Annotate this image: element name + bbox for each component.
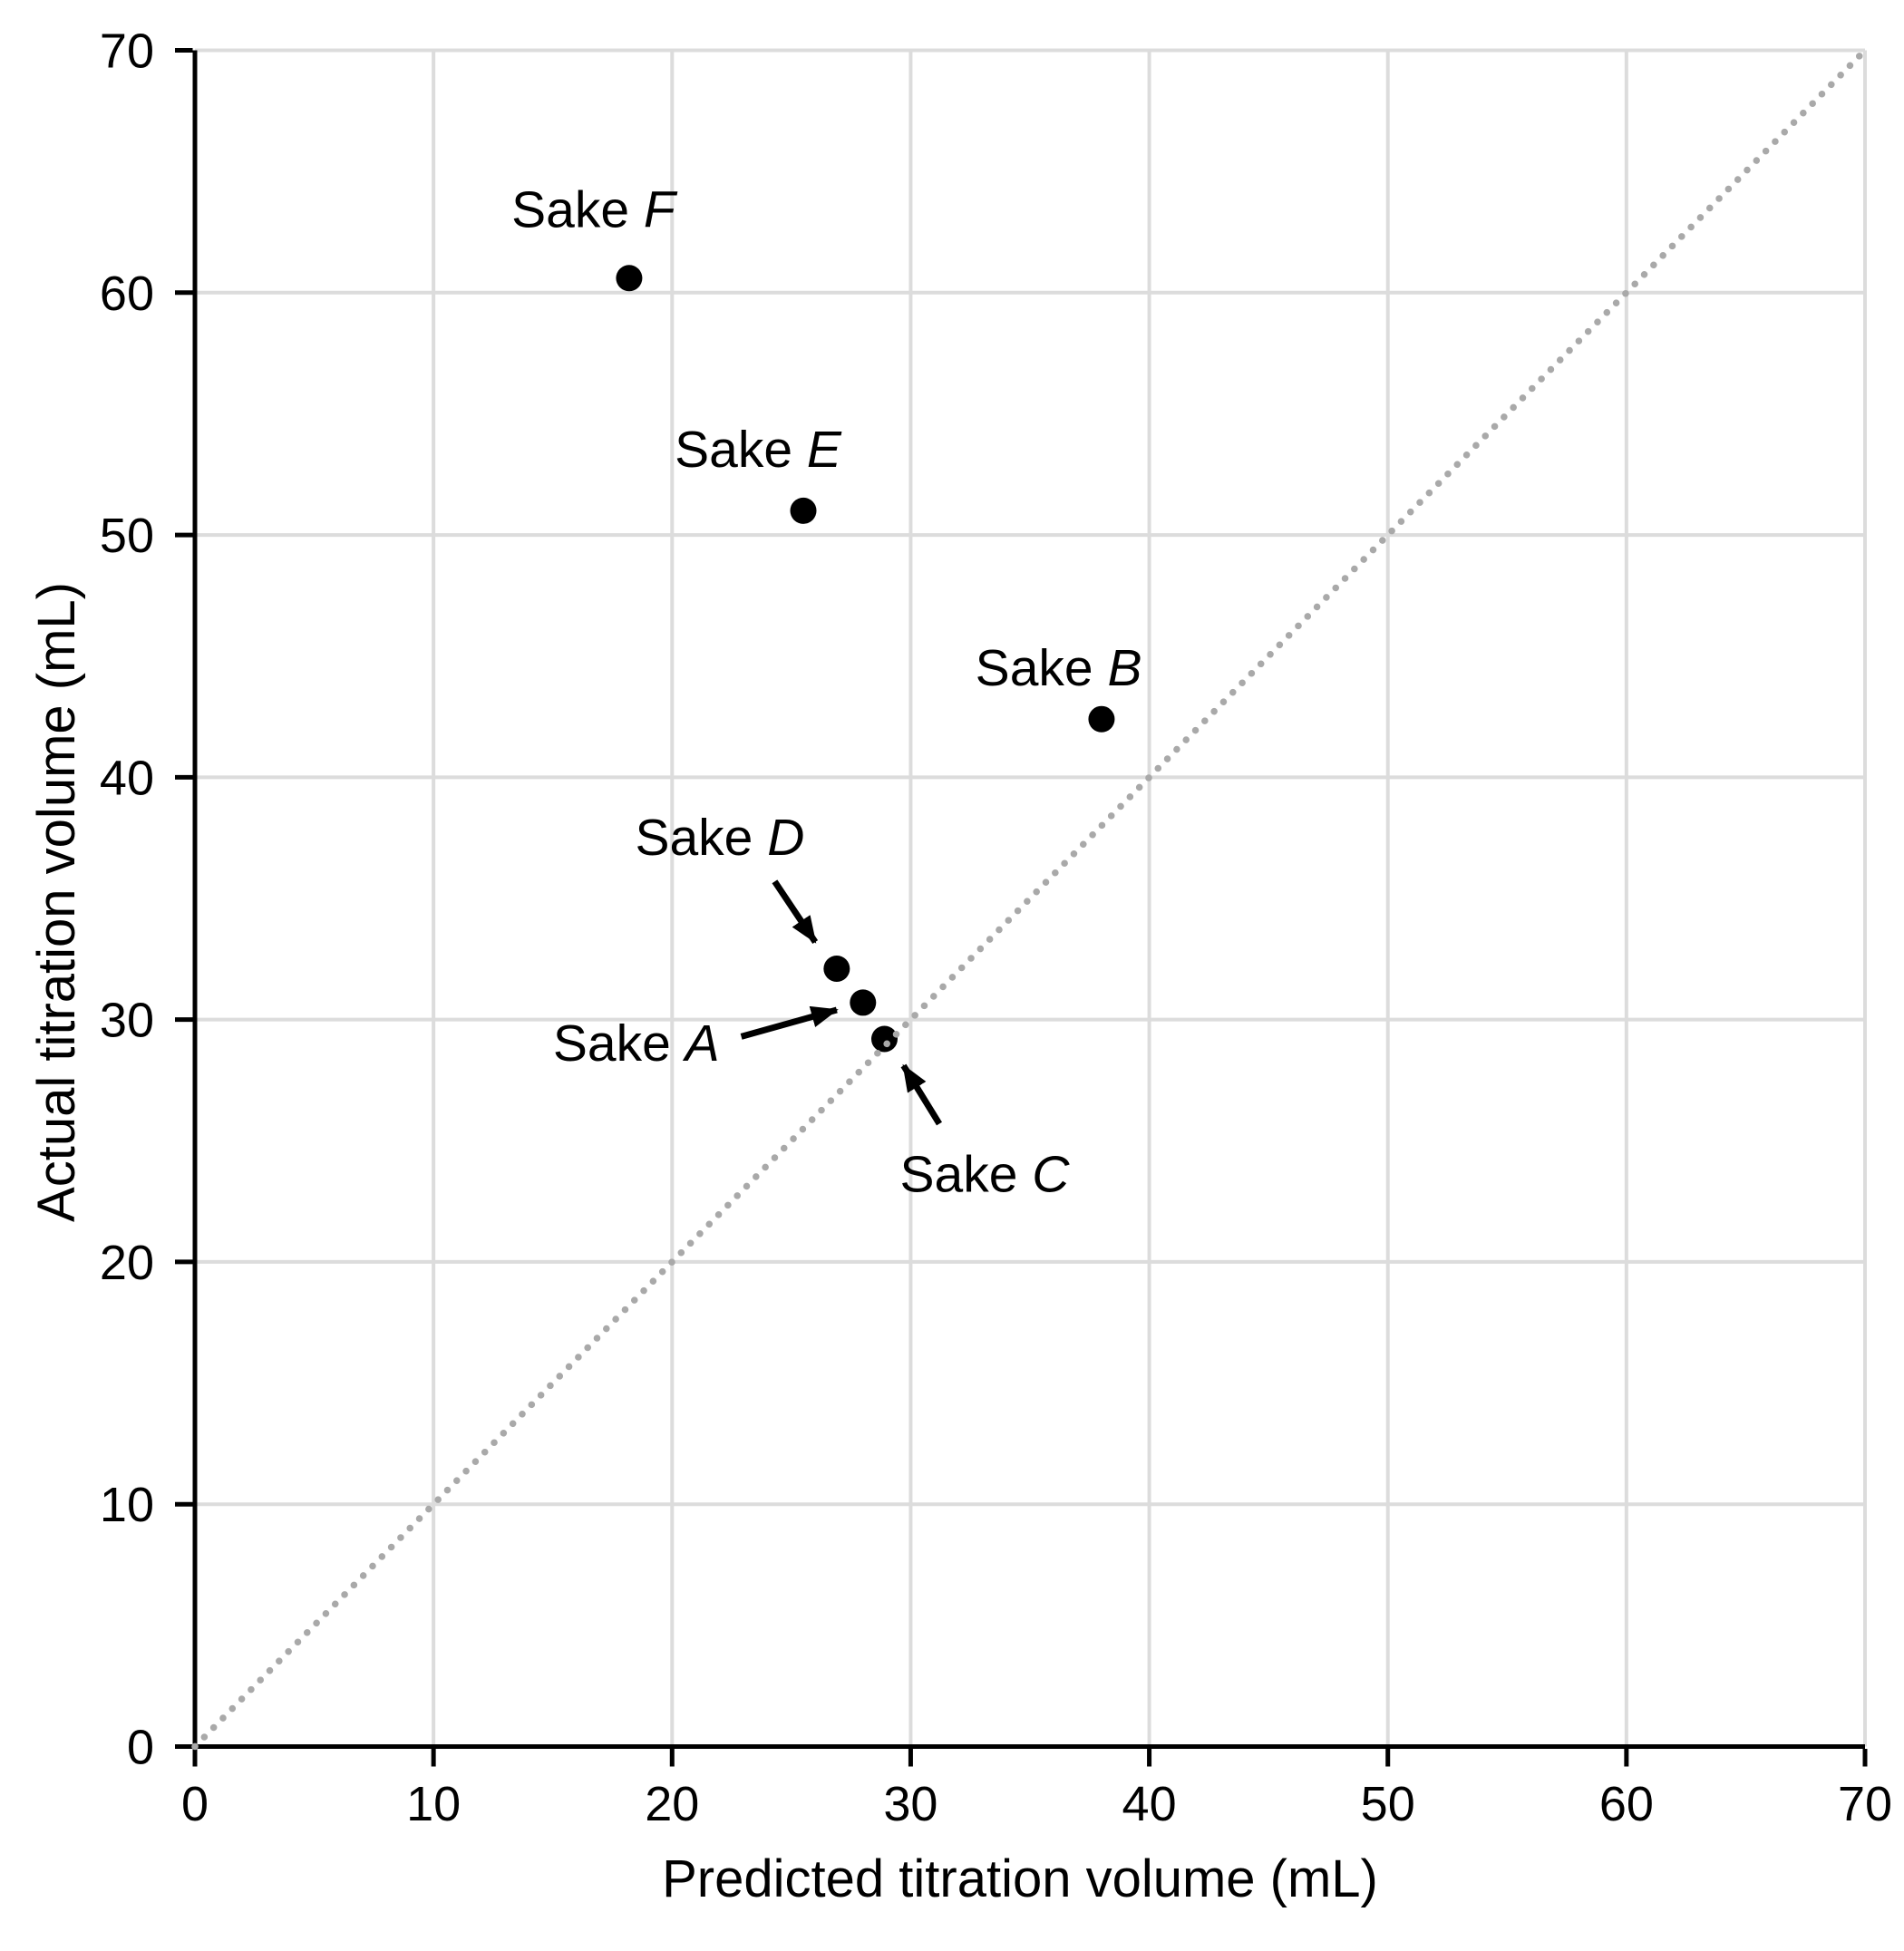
data-point-sake-e xyxy=(790,497,817,524)
x-tick-label-60: 60 xyxy=(1599,1777,1654,1831)
x-tick-label-30: 30 xyxy=(883,1777,937,1831)
gridlines xyxy=(195,48,1867,1747)
y-tick-label-70: 70 xyxy=(100,24,154,79)
data-point-sake-b xyxy=(1088,705,1115,733)
point-label-letter: A xyxy=(683,1014,720,1073)
x-tick-label-10: 10 xyxy=(406,1777,461,1831)
annotation-arrow-sake-d xyxy=(772,879,819,945)
identity-line xyxy=(191,46,1869,1751)
x-tick-label-0: 0 xyxy=(181,1777,209,1831)
point-label-letter: E xyxy=(807,421,842,479)
identity-line-group xyxy=(191,46,1869,1751)
y-tick-label-20: 20 xyxy=(100,1236,154,1290)
annotation-arrow-sake-c xyxy=(900,1063,942,1126)
point-label-letter: B xyxy=(1107,639,1141,697)
point-label-sake-d: Sake D xyxy=(635,809,804,867)
point-label-letter: F xyxy=(644,181,678,239)
y-tick-label-10: 10 xyxy=(100,1478,154,1532)
y-tick-label-30: 30 xyxy=(100,994,154,1048)
x-tick-label-20: 20 xyxy=(645,1777,699,1831)
point-label-sake-e: Sake E xyxy=(675,421,842,479)
x-tick-label-40: 40 xyxy=(1122,1777,1177,1831)
y-tick-label-40: 40 xyxy=(100,751,154,805)
annotations: Sake A Sake B Sake C Sake D Sake E Sake F xyxy=(511,181,1141,1204)
point-label-sake-c: Sake C xyxy=(900,1145,1071,1203)
point-label-letter: C xyxy=(1032,1145,1070,1203)
data-point-sake-a xyxy=(850,989,877,1016)
y-tick-label-60: 60 xyxy=(100,267,154,321)
y-axis-title: Actual titration volume (mL) xyxy=(27,582,86,1222)
axes xyxy=(175,48,1868,1767)
x-tick-label-50: 50 xyxy=(1361,1777,1415,1831)
point-label-sake-f: Sake F xyxy=(511,181,678,239)
y-tick-label-0: 0 xyxy=(127,1721,154,1775)
data-point-sake-c xyxy=(870,1025,898,1053)
data-points xyxy=(616,265,1115,1053)
x-tick-label-70: 70 xyxy=(1838,1777,1892,1831)
annotation-arrow-sake-a xyxy=(740,1005,839,1040)
y-tick-label-50: 50 xyxy=(100,509,154,563)
point-label-sake-b: Sake B xyxy=(976,639,1142,697)
data-point-sake-f xyxy=(616,265,643,292)
point-label-letter: D xyxy=(767,809,804,867)
x-axis-title: Predicted titration volume (mL) xyxy=(662,1849,1378,1908)
data-point-sake-d xyxy=(823,956,850,983)
point-label-sake-a: Sake A xyxy=(553,1014,720,1073)
tick-labels: 0 10 20 30 40 50 60 70 0 10 20 30 40 50 60 70 xyxy=(100,24,1892,1832)
